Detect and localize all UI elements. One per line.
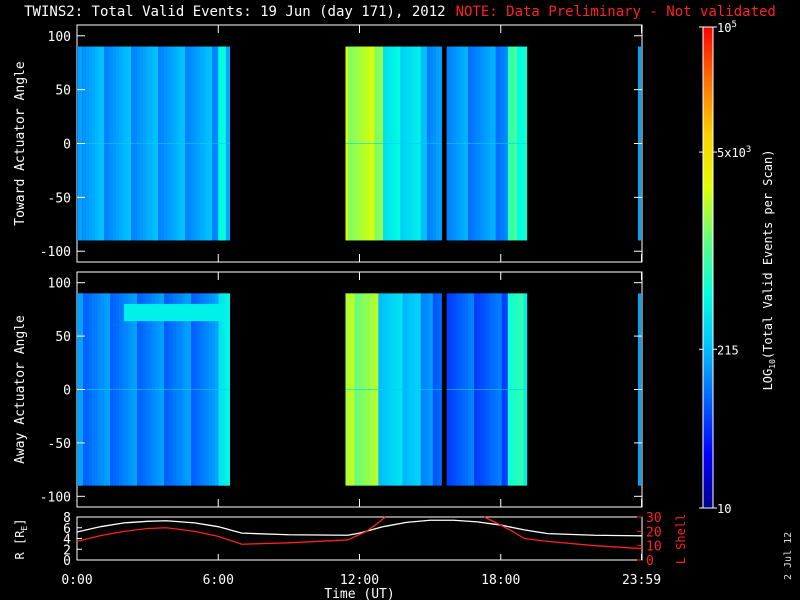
- ephemeris-frame: [76, 516, 643, 561]
- right-tick-label: 20: [646, 525, 662, 540]
- colorbar-label: LOG10(Total Valid Events per Scan): [761, 150, 777, 391]
- y-tick-label: 100: [48, 30, 71, 45]
- y-tick-label: 0: [63, 138, 71, 153]
- date-stamp: 2 Jul 12: [783, 531, 794, 580]
- plot-title: TWINS2: Total Valid Events: 19 Jun (day …: [0, 4, 800, 20]
- high-angle-band: [124, 304, 228, 322]
- left-tick-label: 6: [63, 522, 71, 537]
- l-shell-line: [483, 516, 643, 550]
- data-gap: [230, 26, 346, 261]
- y-tick-label: -100: [40, 490, 71, 505]
- y-tick-label: -50: [48, 437, 71, 452]
- data-gap: [441, 273, 447, 506]
- y-axis-label: Away Actuator Angle: [13, 315, 28, 464]
- colorbar-tick-label: 215: [717, 343, 739, 357]
- data-gap: [441, 26, 447, 261]
- left-tick-label: 8: [63, 511, 71, 526]
- colorbar-tick-label: 10: [717, 502, 731, 516]
- l-shell-line: [76, 516, 386, 545]
- radius-line: [76, 519, 643, 537]
- data-gap: [230, 273, 346, 506]
- x-tick-label: 6:00: [203, 573, 234, 588]
- left-tick-label: 0: [63, 554, 71, 569]
- y-tick-label: 100: [48, 277, 71, 292]
- x-tick-label: 23:59: [622, 573, 661, 588]
- y-tick-label: -50: [48, 191, 71, 206]
- left-axis-label: R [RE]: [13, 519, 29, 560]
- preliminary-note: NOTE: Data Preliminary - Not validated: [455, 4, 776, 20]
- left-tick-label: 4: [63, 533, 71, 548]
- y-tick-label: -100: [40, 245, 71, 260]
- x-tick-label: 18:00: [481, 573, 520, 588]
- right-tick-label: 30: [646, 511, 662, 526]
- title-text: TWINS2: Total Valid Events: 19 Jun (day …: [24, 4, 446, 20]
- y-tick-label: 0: [63, 384, 71, 399]
- colorbar-tick-label: 5x103: [717, 145, 751, 160]
- x-tick-label: 12:00: [340, 573, 379, 588]
- y-axis-label: Toward Actuator Angle: [13, 61, 28, 226]
- colorbar: [702, 26, 714, 509]
- colorbar-tick-label: 105: [717, 20, 737, 35]
- right-axis-label: L Shell: [674, 514, 688, 565]
- left-tick-label: 2: [63, 543, 71, 558]
- y-tick-label: 50: [55, 84, 71, 99]
- y-tick-label: 50: [55, 330, 71, 345]
- x-axis-label: Time (UT): [324, 587, 394, 600]
- x-tick-label: 0:00: [61, 573, 92, 588]
- right-tick-label: 10: [646, 540, 662, 555]
- right-tick-label: 0: [646, 554, 654, 569]
